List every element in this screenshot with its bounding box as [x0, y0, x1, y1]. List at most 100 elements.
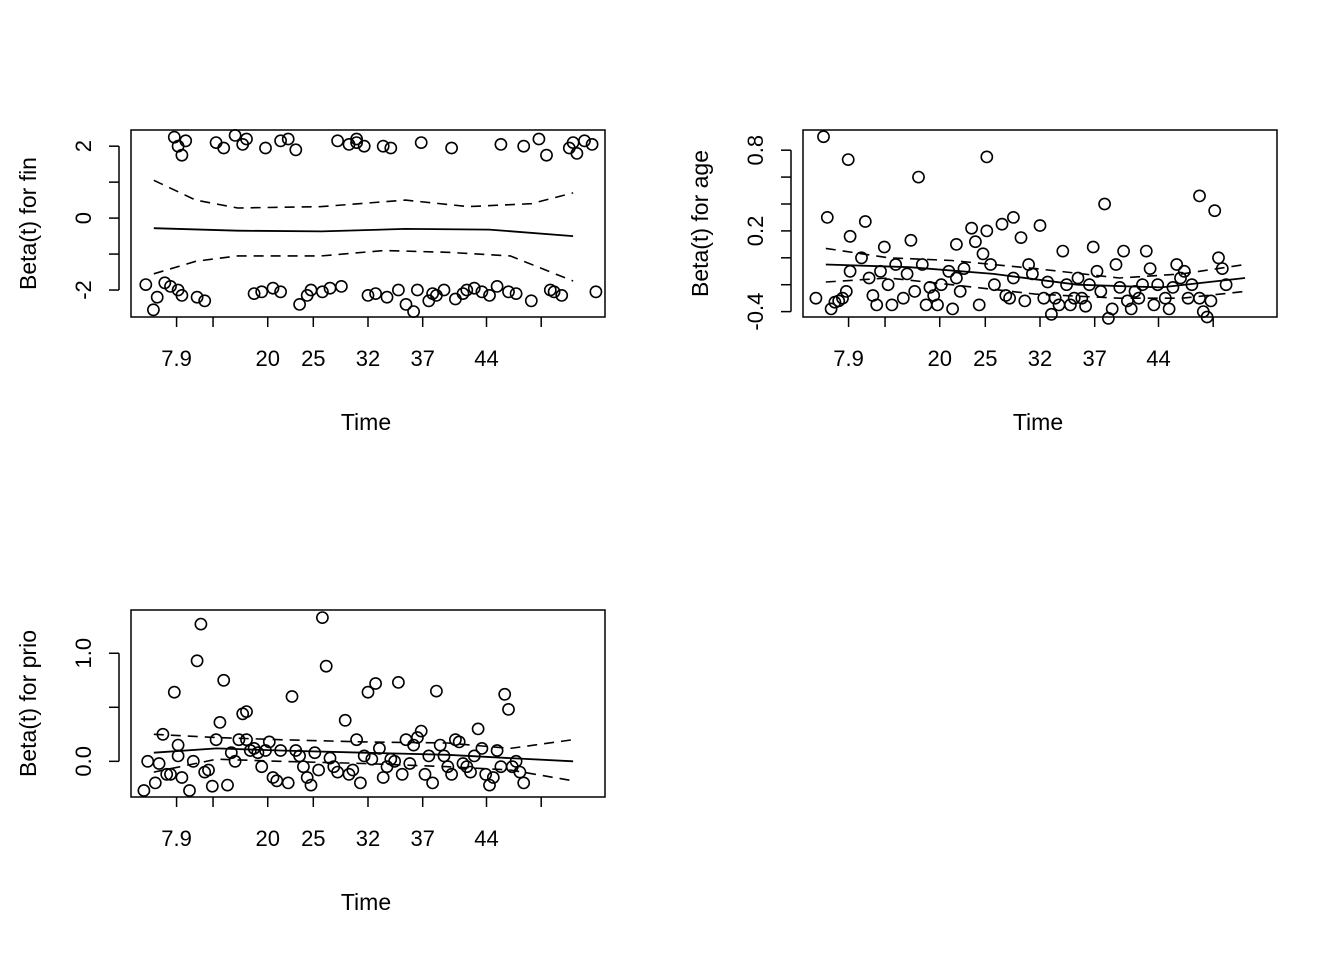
residual-point [841, 153, 855, 166]
residual-point [1151, 278, 1165, 292]
residual-point [148, 776, 162, 790]
residual-point [262, 735, 276, 749]
fitted-beta-line [153, 747, 574, 763]
fitted-beta-line [153, 227, 574, 237]
plot-frame [130, 129, 606, 318]
residual-point [293, 297, 306, 311]
x-tick-label: 32 [356, 826, 380, 851]
residual-point [1208, 204, 1222, 218]
residual-point [915, 258, 929, 271]
residual-point [1162, 302, 1176, 316]
residual-point [1003, 291, 1016, 305]
residual-point [350, 136, 363, 149]
residual-point [1139, 244, 1153, 258]
residual-point [475, 742, 489, 755]
residual-point [285, 690, 299, 703]
residual-point [490, 279, 504, 293]
residual-point [251, 746, 265, 760]
residual-point [164, 767, 177, 781]
residual-point [957, 262, 971, 275]
y-tick-label: 0.0 [71, 746, 96, 777]
residual-point [357, 139, 371, 153]
residual-point [464, 765, 477, 779]
residual-point [843, 264, 857, 278]
residual-point [437, 749, 451, 763]
residual-point [836, 291, 849, 305]
x-tick-label: 20 [255, 346, 279, 371]
residual-point [589, 285, 603, 299]
residual-point [475, 285, 489, 299]
residual-point [832, 294, 846, 308]
residual-point [999, 289, 1013, 302]
residual-point [1090, 264, 1104, 278]
residual-point [877, 240, 891, 254]
y-tick-label: 0 [71, 212, 96, 224]
residual-point [350, 132, 363, 146]
x-tick-label: 7.9 [161, 826, 192, 851]
residual-point [1113, 280, 1127, 294]
residual-point [342, 767, 356, 781]
residual-point [399, 733, 413, 747]
residual-point [467, 281, 481, 295]
y-tick-label: 1.0 [71, 638, 96, 669]
residual-point [1075, 291, 1089, 305]
residual-point [467, 749, 481, 763]
residual-point [1056, 244, 1070, 258]
residual-point [312, 763, 325, 777]
x-tick-label: 25 [301, 346, 325, 371]
residual-point [1098, 197, 1111, 211]
residual-point [931, 298, 944, 312]
residual-point [1185, 278, 1199, 292]
residual-point [471, 722, 485, 736]
residual-point [418, 767, 432, 781]
residual-point [1212, 251, 1225, 265]
residual-point [221, 778, 234, 792]
residual-point [429, 288, 443, 302]
residual-point [304, 778, 318, 792]
residual-point [441, 760, 455, 774]
residual-point [202, 763, 215, 777]
residual-point [517, 776, 531, 790]
y-tick-label: 0.2 [743, 216, 768, 247]
residual-point [1083, 278, 1096, 292]
x-tick-label: 32 [1028, 346, 1052, 371]
residual-point [350, 733, 363, 747]
residual-point [152, 757, 166, 770]
residual-point [585, 137, 599, 151]
residual-point [1014, 231, 1028, 244]
residual-point [972, 298, 986, 312]
residual-point [399, 297, 413, 311]
residual-point [555, 288, 569, 302]
residual-point [953, 284, 967, 298]
residual-point [509, 754, 523, 768]
x-axis-title: Time [341, 889, 391, 915]
residual-point [365, 752, 379, 766]
residual-point [494, 760, 508, 774]
residual-point [1037, 291, 1051, 305]
residual-point [293, 749, 306, 763]
residual-point [1174, 271, 1187, 285]
residual-point [319, 659, 333, 673]
x-tick-label: 44 [474, 346, 498, 371]
residual-point [1117, 244, 1130, 258]
residual-point [1170, 258, 1184, 271]
residual-point [150, 290, 164, 304]
residual-point [1105, 302, 1119, 316]
residual-point [509, 287, 523, 300]
residual-point [240, 733, 253, 747]
residual-point [1109, 258, 1123, 271]
residual-point [167, 685, 181, 699]
residual-point [448, 292, 462, 306]
residual-point [190, 654, 204, 668]
residual-point [885, 298, 899, 312]
chart-panel-fin: 7.9 20 25 32 37 44 -2 0 2 Time Beta(t) for fin [15, 128, 606, 435]
residual-point [1147, 298, 1161, 312]
residual-point [139, 278, 153, 291]
residual-point [137, 784, 151, 797]
residual-point [862, 271, 876, 285]
residual-point [1071, 271, 1085, 285]
residual-point [361, 685, 375, 699]
residual-point [934, 278, 948, 292]
residual-point [247, 287, 261, 300]
residual-point [353, 776, 367, 790]
